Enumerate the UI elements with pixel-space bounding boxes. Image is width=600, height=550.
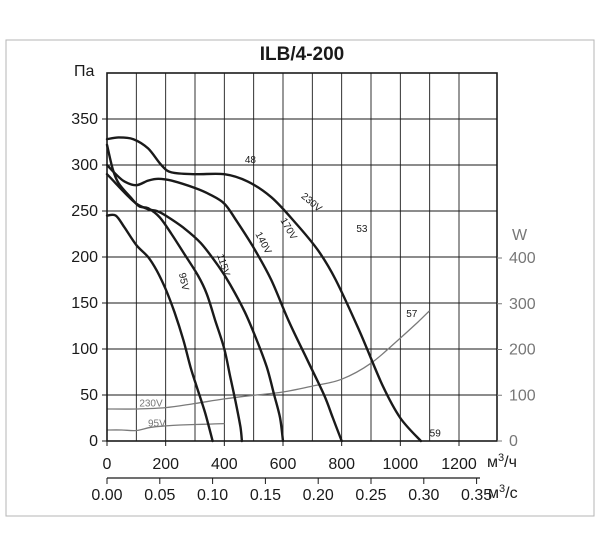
curve-label-95V: 95V [176, 272, 191, 292]
x-primary-tick-label: 1000 [383, 456, 419, 473]
chart-title: ILB/4-200 [260, 44, 344, 65]
y-left-axis-label: Па [74, 63, 95, 80]
y-left-tick-label: 300 [71, 157, 98, 174]
power-label-95V: 95V [148, 418, 166, 429]
annotation-48: 48 [245, 155, 257, 166]
x-secondary-tick-label: 0.05 [144, 487, 175, 504]
y-right-tick-label: 400 [509, 250, 536, 267]
pressure-curve-95V [105, 213, 214, 443]
y-right-tick-label: 100 [509, 387, 536, 404]
y-left-tick-label: 150 [71, 295, 98, 312]
pressure-curves [105, 136, 423, 443]
x-primary-tick-label: 200 [152, 456, 179, 473]
x-secondary-tick-label: 0.20 [303, 487, 334, 504]
x-secondary-unit: м3/с [488, 483, 518, 502]
x-secondary-tick-label: 0.35 [461, 487, 492, 504]
y-left-tick-label: 50 [80, 387, 98, 404]
x-secondary-tick-label: 0.10 [197, 487, 228, 504]
x-primary-tick-label: 1200 [441, 456, 477, 473]
y-right-tick-label: 300 [509, 296, 536, 313]
pressure-curve-115V [105, 143, 244, 443]
labels: 0 50 100 150 200 250 300 350 Па 0 100 200 300 400 W 0 20… [71, 44, 536, 504]
curve-label-170V: 170V [277, 216, 298, 242]
x-secondary-tick-label: 0.15 [250, 487, 281, 504]
x-primary-tick-label: 400 [211, 456, 238, 473]
y-left-tick-label: 200 [71, 249, 98, 266]
x-primary-tick-label: 600 [270, 456, 297, 473]
pressure-curve-230V [105, 136, 423, 443]
power-label-230V: 230V [139, 399, 163, 410]
power-curve-230V [106, 310, 431, 410]
y-right-tick-label: 0 [509, 433, 518, 450]
outer-frame [5, 39, 595, 517]
x-primary-tick-label: 800 [328, 456, 355, 473]
x-secondary-tick-label: 0.00 [91, 487, 122, 504]
power-curve-95V [106, 422, 225, 432]
y-left-tick-label: 100 [71, 341, 98, 358]
annotation-57: 57 [406, 309, 418, 320]
pressure-curve-170V [105, 163, 343, 443]
x-primary-tick-label: 0 [103, 456, 112, 473]
y-right-tick-label: 200 [509, 342, 536, 359]
axes [102, 118, 502, 484]
power-curves [106, 310, 431, 432]
annotation-59: 59 [430, 428, 442, 439]
grid [107, 73, 497, 441]
y-left-tick-label: 350 [71, 111, 98, 128]
y-left-tick-label: 250 [71, 203, 98, 220]
x-primary-unit: м3/ч [487, 452, 517, 471]
annotation-53: 53 [356, 224, 368, 235]
y-left-tick-label: 0 [89, 433, 98, 450]
y-right-axis-label: W [512, 227, 528, 244]
x-secondary-tick-label: 0.25 [355, 487, 386, 504]
x-secondary-tick-label: 0.30 [408, 487, 439, 504]
